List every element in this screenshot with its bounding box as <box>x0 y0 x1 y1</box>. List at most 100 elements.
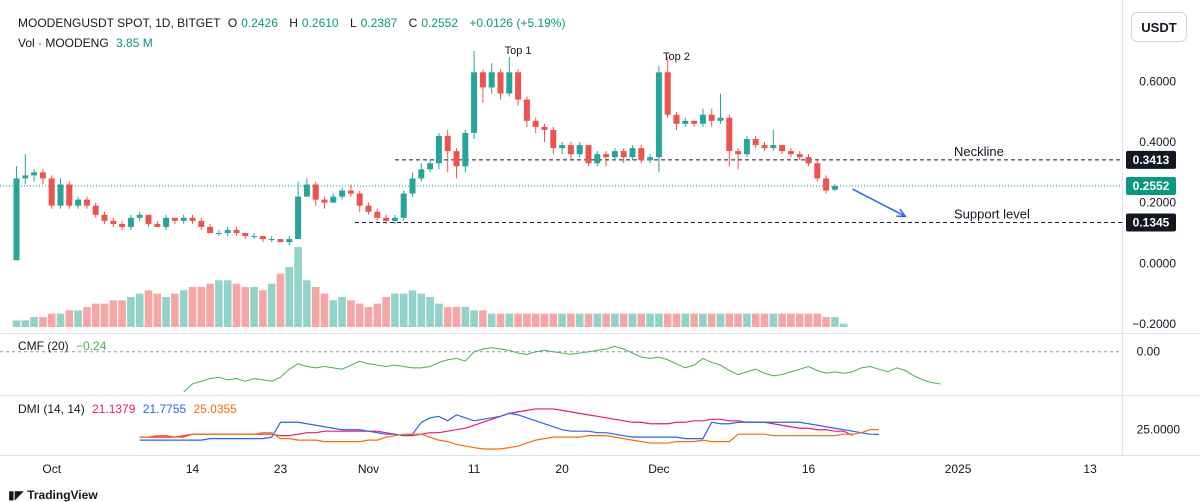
candle-body <box>752 139 759 146</box>
candle-body <box>629 148 636 158</box>
volume-bar <box>382 297 390 327</box>
candle-body <box>831 185 838 190</box>
volume-bar <box>426 297 434 327</box>
volume-legend: Vol · MOODENG 3.85 M <box>18 36 157 50</box>
volume-bar <box>567 313 575 327</box>
cmf-label: CMF (20) <box>18 339 69 353</box>
candle-body <box>814 163 821 179</box>
volume-bar <box>408 290 417 327</box>
price-axis-label: −0.2000 <box>1132 317 1176 331</box>
volume-bar <box>663 313 672 327</box>
volume-bar <box>399 293 408 327</box>
candle-body <box>66 184 73 206</box>
candle-body <box>136 214 143 218</box>
volume-bar <box>707 313 716 327</box>
candle-body <box>497 72 504 94</box>
last-price-badge-bg <box>1126 176 1176 195</box>
candle-body <box>92 205 99 215</box>
candle-body <box>541 126 548 130</box>
x-axis-label: Oct <box>42 462 61 476</box>
x-axis-label: 13 <box>1083 462 1097 476</box>
candle-body <box>163 217 170 227</box>
dmi-plus-value: 21.1379 <box>92 402 136 416</box>
volume-bar <box>47 313 56 327</box>
volume-bar <box>751 313 760 327</box>
candle-body <box>418 169 425 179</box>
candle-body <box>101 214 108 221</box>
candle-body <box>823 178 830 191</box>
candle-body <box>691 120 698 124</box>
volume-bar <box>188 287 197 327</box>
volume-bar <box>373 303 382 327</box>
price-axis-label: 0.6000 <box>1139 74 1176 88</box>
candle-body <box>717 117 724 121</box>
volume-bar <box>276 273 285 327</box>
volume-bar <box>39 317 47 327</box>
price-axis-label: 0.0000 <box>1139 256 1176 270</box>
ohlc-open: O 0.2426 <box>227 16 278 30</box>
volume-bar <box>681 313 690 327</box>
volume-bar <box>470 310 478 327</box>
dmi-pane[interactable] <box>139 408 879 450</box>
volume-bar <box>223 280 232 327</box>
candle-body <box>409 178 416 194</box>
last-price-badge: 0.2552 <box>1133 179 1170 193</box>
candle-body <box>576 145 583 155</box>
volume-bar <box>347 300 355 327</box>
volume-bar <box>259 290 267 327</box>
candle-body <box>488 72 495 88</box>
price-pane[interactable]: Neckline Support level Top 1 Top 2 <box>0 45 1122 327</box>
candle-body <box>673 114 680 124</box>
candle-body <box>559 145 566 149</box>
volume-bar <box>831 317 839 327</box>
volume-bar <box>540 313 549 327</box>
volume-bar <box>417 293 426 327</box>
volume-bar <box>179 290 188 327</box>
currency-unit-button[interactable]: USDT <box>1131 12 1187 42</box>
volume-bar <box>743 313 751 327</box>
volume-bar <box>628 313 637 327</box>
volume-bar <box>514 313 522 327</box>
volume-bar <box>267 283 276 327</box>
volume-value: 3.85 M <box>116 36 153 50</box>
candle-body <box>356 193 363 206</box>
volume-bar <box>479 310 487 327</box>
candle-body <box>251 236 258 238</box>
cmf-pane[interactable] <box>0 345 1122 393</box>
price-axis-label: 0.4000 <box>1139 135 1176 149</box>
volume-bar <box>12 320 21 327</box>
candle-body <box>215 233 222 234</box>
ohlc-low: L 0.2387 <box>349 16 398 30</box>
cmf-axis-label: 0.00 <box>1137 345 1161 359</box>
candle-body <box>277 239 284 243</box>
candle-body <box>743 139 750 155</box>
candle-body <box>48 178 55 206</box>
volume-bar <box>584 313 593 327</box>
candle-body <box>699 114 706 124</box>
volume-bar <box>118 300 126 327</box>
volume-bar <box>197 287 206 327</box>
ohlc-close: C 0.2552 <box>408 16 459 30</box>
volume-bar <box>329 300 338 327</box>
volume-bar <box>760 313 769 327</box>
candle-body <box>726 117 733 152</box>
volume-bar <box>127 297 135 327</box>
volume-bar <box>787 313 795 327</box>
x-axis-label: 20 <box>555 462 569 476</box>
volume-bar <box>795 313 804 327</box>
candle-body <box>233 229 240 233</box>
candle-body <box>735 151 742 155</box>
volume-bar <box>320 293 329 327</box>
volume-bar <box>311 287 320 327</box>
candle-body <box>22 175 29 179</box>
volume-bar <box>294 247 302 327</box>
candle-body <box>295 196 302 240</box>
candle-body <box>479 72 486 88</box>
candle-body <box>321 199 328 203</box>
volume-bar <box>303 280 311 327</box>
candle-body <box>189 217 196 221</box>
candle-body <box>611 151 618 158</box>
volume-bar <box>839 323 848 327</box>
candle-body <box>312 184 319 200</box>
